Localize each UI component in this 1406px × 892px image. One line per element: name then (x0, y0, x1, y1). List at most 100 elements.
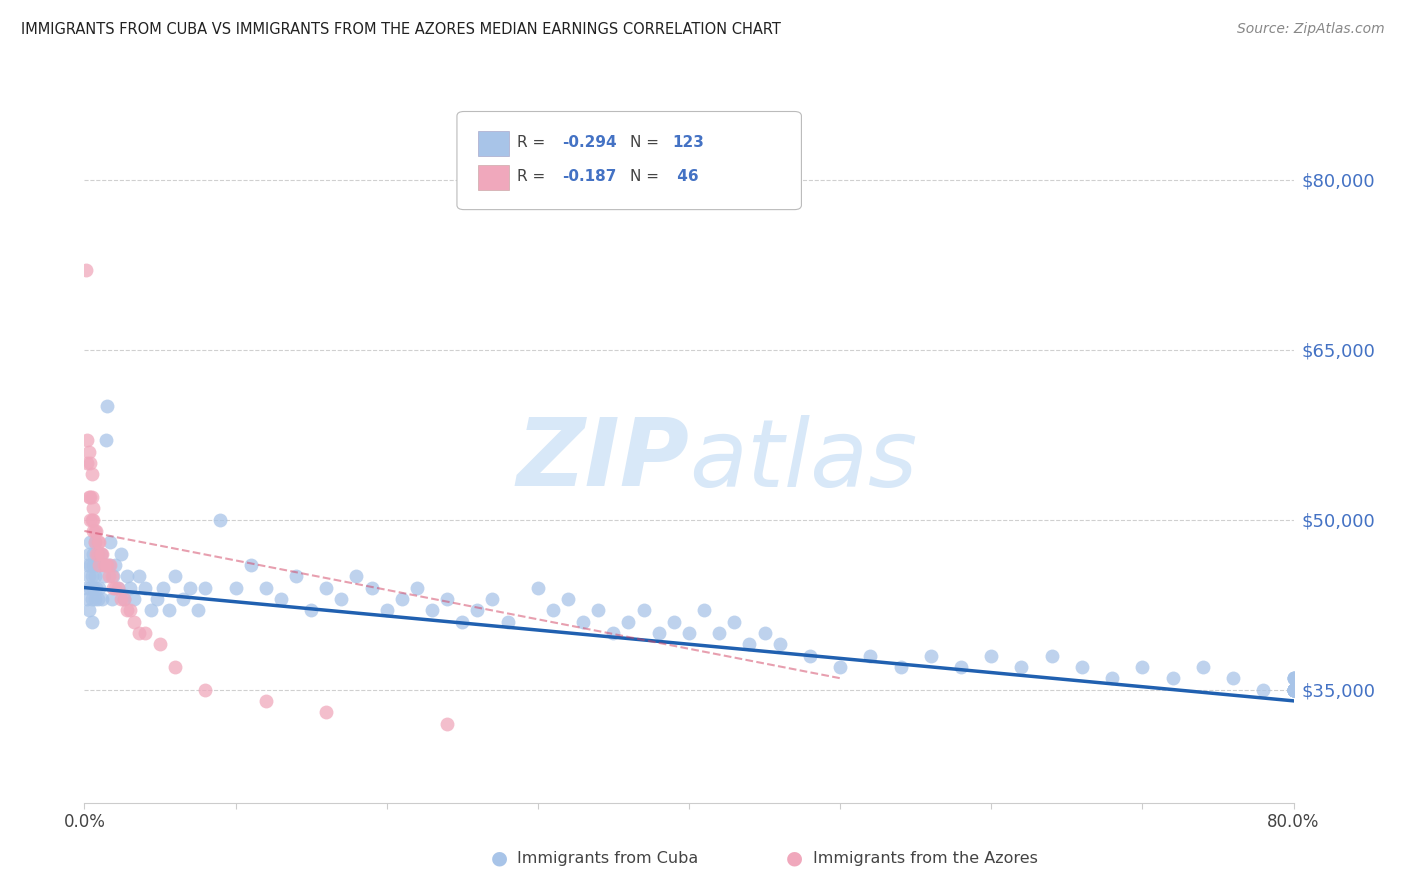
Point (225, 581, 247, 595)
Point (82, 558, 104, 572)
Point (723, 615, 745, 629)
Point (557, 591, 579, 606)
Point (527, 581, 550, 595)
Point (754, 626, 776, 640)
Point (86, 524, 108, 538)
Point (633, 603, 655, 617)
Point (79, 513, 101, 527)
Point (79, 581, 101, 595)
Point (80, 513, 103, 527)
Point (588, 603, 610, 617)
Point (112, 591, 135, 606)
Point (77, 490, 100, 504)
Point (194, 581, 217, 595)
Point (98, 535, 121, 549)
Text: N =: N = (630, 169, 664, 184)
Text: N =: N = (630, 136, 664, 150)
Point (77, 547, 100, 561)
Point (76, 456, 98, 470)
Point (82, 501, 104, 516)
Point (1282, 682, 1305, 697)
Point (89, 558, 111, 572)
Point (115, 569, 138, 583)
Point (496, 615, 519, 629)
Point (84, 535, 107, 549)
Point (134, 626, 156, 640)
Point (830, 660, 852, 674)
Point (1130, 660, 1153, 674)
Point (80, 591, 103, 606)
Point (890, 660, 912, 674)
Point (87, 547, 110, 561)
Point (420, 603, 443, 617)
Point (1282, 682, 1305, 697)
Text: R =: R = (517, 169, 551, 184)
Point (315, 581, 337, 595)
Point (436, 591, 458, 606)
Point (1282, 682, 1305, 697)
Point (107, 581, 129, 595)
Point (75, 581, 97, 595)
Text: ●: ● (786, 848, 803, 868)
Point (1282, 682, 1305, 697)
Point (89, 558, 111, 572)
Point (122, 615, 145, 629)
Point (541, 603, 564, 617)
Point (617, 615, 640, 629)
Point (467, 603, 489, 617)
Point (406, 581, 429, 595)
Text: ZIP: ZIP (516, 414, 689, 507)
Point (77, 444, 100, 458)
Point (76, 434, 98, 448)
Point (1101, 671, 1123, 685)
Point (77, 569, 100, 583)
Point (91, 591, 114, 606)
Point (94, 558, 117, 572)
Point (94, 434, 117, 448)
Point (79, 490, 101, 504)
Point (75, 263, 97, 277)
Point (451, 615, 474, 629)
Point (79, 456, 101, 470)
Point (89, 535, 111, 549)
Text: ●: ● (491, 848, 508, 868)
Point (128, 626, 150, 640)
Point (100, 591, 122, 606)
Point (187, 603, 209, 617)
Text: Source: ZipAtlas.com: Source: ZipAtlas.com (1237, 22, 1385, 37)
Point (1282, 682, 1305, 697)
Point (80, 490, 103, 504)
Point (76, 591, 98, 606)
Point (1222, 671, 1244, 685)
Point (98, 558, 121, 572)
Point (299, 603, 322, 617)
Point (1282, 671, 1305, 685)
Point (239, 558, 262, 572)
Point (1282, 682, 1305, 697)
Point (93, 569, 115, 583)
Point (209, 513, 232, 527)
Point (87, 547, 110, 561)
Point (315, 705, 337, 719)
Point (118, 603, 141, 617)
Point (96, 558, 118, 572)
Point (920, 648, 942, 663)
Point (152, 581, 174, 595)
Point (1282, 682, 1305, 697)
Point (1282, 671, 1305, 685)
Point (1011, 660, 1033, 674)
Point (769, 637, 792, 651)
Point (481, 591, 503, 606)
Point (82, 524, 104, 538)
Point (1282, 682, 1305, 697)
Point (1282, 682, 1305, 697)
Point (101, 569, 124, 583)
Point (194, 682, 217, 697)
Point (89, 581, 111, 595)
Point (859, 648, 882, 663)
Point (84, 591, 107, 606)
Point (82, 581, 104, 595)
Point (93, 558, 115, 572)
Point (270, 591, 292, 606)
Point (950, 660, 973, 674)
